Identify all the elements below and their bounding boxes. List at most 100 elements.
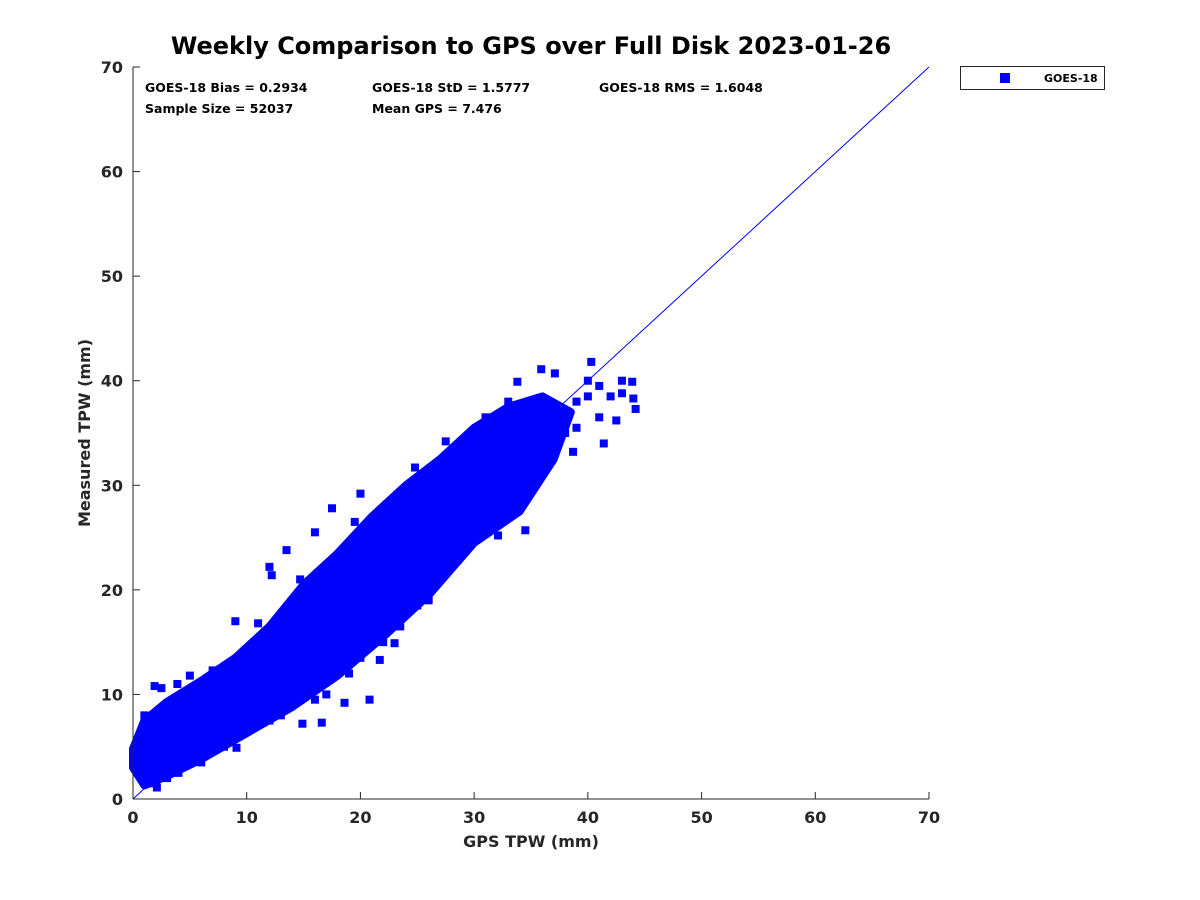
- data-point: [413, 486, 422, 495]
- data-point: [513, 377, 522, 386]
- data-point: [265, 562, 274, 571]
- data-point: [447, 455, 456, 464]
- data-point: [481, 528, 490, 537]
- data-point: [612, 416, 621, 425]
- plot-area: [129, 66, 930, 800]
- data-point: [379, 507, 388, 516]
- data-point: [470, 429, 479, 437]
- data-point: [219, 679, 228, 688]
- data-point: [441, 437, 450, 446]
- data-point: [538, 449, 547, 458]
- data-point: [375, 655, 384, 664]
- data-point: [208, 666, 217, 675]
- data-point: [340, 698, 349, 707]
- y-tick-label: 20: [101, 581, 123, 600]
- x-tick-label: 60: [804, 808, 826, 827]
- data-point: [413, 601, 422, 610]
- x-tick-label: 10: [236, 808, 258, 827]
- data-point: [606, 392, 615, 401]
- data-point: [550, 369, 559, 378]
- data-point: [231, 617, 240, 626]
- data-point: [356, 489, 365, 498]
- y-tick-label: 10: [101, 685, 123, 704]
- data-point: [572, 423, 581, 432]
- x-tick-label: 20: [349, 808, 371, 827]
- data-point: [572, 397, 581, 406]
- x-tick-label: 30: [463, 808, 485, 827]
- x-tick-label: 70: [918, 808, 940, 827]
- data-point: [356, 564, 365, 573]
- data-point: [345, 669, 354, 678]
- data-point: [243, 655, 252, 664]
- stat-std: GOES-18 StD = 1.5777: [372, 80, 530, 95]
- data-point: [617, 376, 626, 385]
- data-point: [561, 429, 570, 437]
- data-point: [254, 619, 263, 628]
- data-point: [298, 719, 307, 728]
- data-point: [140, 711, 149, 720]
- data-point: [322, 690, 331, 699]
- data-point: [481, 413, 490, 422]
- x-tick-label: 50: [690, 808, 712, 827]
- one-to-one-line: [132, 66, 930, 800]
- legend-marker: [1000, 73, 1010, 83]
- data-point: [628, 377, 637, 386]
- data-point: [356, 653, 365, 662]
- x-tick-label: 0: [127, 808, 138, 827]
- legend-label: GOES-18: [1044, 72, 1098, 85]
- data-point: [521, 526, 530, 535]
- data-point: [333, 585, 342, 594]
- y-tick-label: 0: [112, 790, 123, 809]
- data-point: [242, 669, 251, 678]
- data-point: [132, 740, 141, 749]
- data-point: [504, 397, 513, 406]
- data-point: [629, 394, 638, 403]
- data-point: [150, 682, 159, 691]
- y-tick-label: 30: [101, 476, 123, 495]
- stat-rms: GOES-18 RMS = 1.6048: [599, 80, 763, 95]
- data-point: [276, 711, 285, 720]
- data-point: [365, 695, 374, 704]
- stat-sample-size: Sample Size = 52037: [145, 101, 293, 116]
- data-point: [527, 418, 535, 427]
- data-point: [631, 404, 640, 413]
- dense-point-cloud: [129, 392, 575, 790]
- data-point: [157, 684, 166, 693]
- data-point: [587, 357, 596, 366]
- data-point: [390, 533, 399, 542]
- data-point: [254, 720, 263, 729]
- data-point: [396, 622, 405, 631]
- data-point: [328, 504, 336, 513]
- data-point: [498, 430, 507, 439]
- data-point: [134, 747, 143, 756]
- data-point: [424, 502, 433, 511]
- data-point: [595, 413, 604, 422]
- y-tick-label: 60: [101, 163, 123, 182]
- stat-bias: GOES-18 Bias = 0.2934: [145, 80, 308, 95]
- data-point: [152, 783, 161, 792]
- data-point: [411, 463, 420, 472]
- data-point: [350, 517, 359, 526]
- data-point: [174, 768, 183, 777]
- data-point: [267, 571, 276, 580]
- data-point: [185, 671, 194, 680]
- data-point: [515, 444, 524, 453]
- data-point: [436, 559, 445, 568]
- data-point: [265, 648, 274, 657]
- data-point: [595, 381, 604, 390]
- data-point: [197, 695, 206, 704]
- data-point: [527, 476, 535, 485]
- data-point: [296, 575, 305, 584]
- data-point: [282, 546, 291, 555]
- y-tick-label: 70: [101, 58, 123, 77]
- data-point: [387, 600, 396, 609]
- data-points: [129, 357, 640, 792]
- x-ticks: 0 10 20 30 40 50 60 70: [127, 792, 940, 827]
- data-point: [174, 700, 183, 709]
- data-point: [504, 507, 513, 516]
- data-point: [232, 743, 241, 752]
- data-point: [265, 716, 274, 725]
- data-point: [583, 392, 592, 401]
- y-tick-label: 40: [101, 372, 123, 391]
- data-point: [299, 617, 308, 626]
